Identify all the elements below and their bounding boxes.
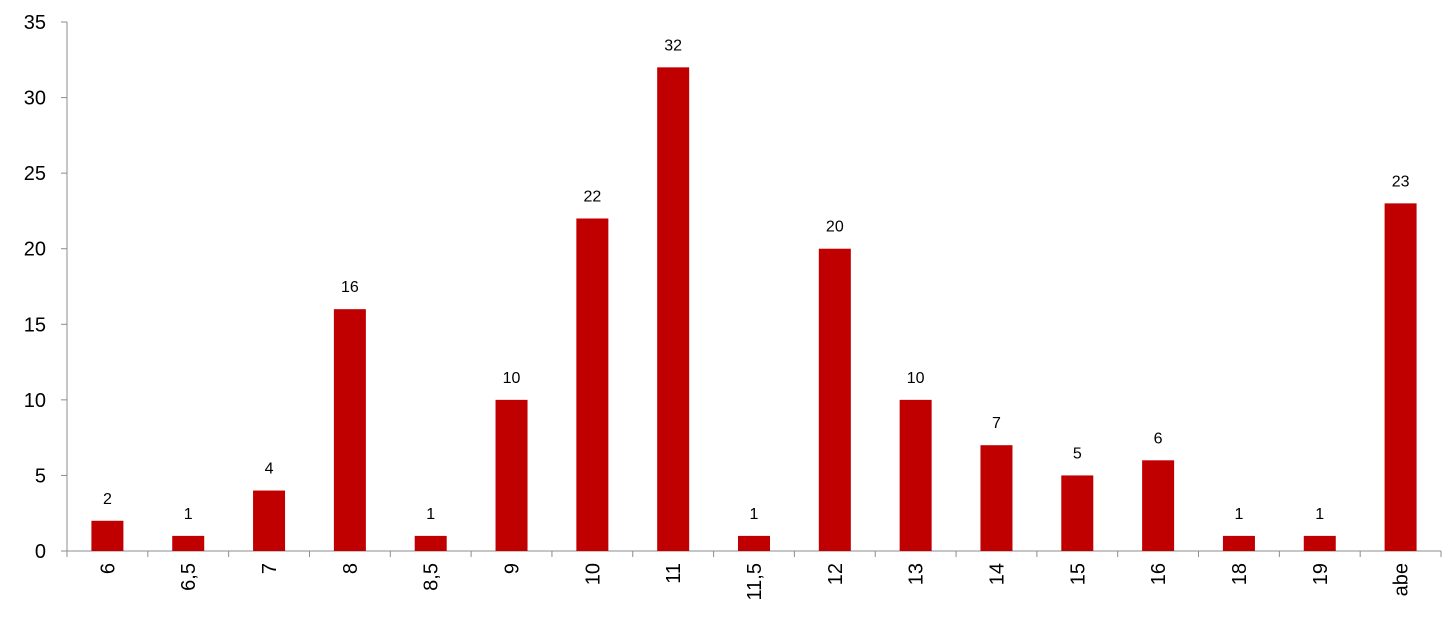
y-tick-label: 15 bbox=[24, 314, 46, 336]
x-tick-label: 12 bbox=[825, 563, 847, 585]
data-label: 10 bbox=[907, 370, 925, 387]
bar-14 bbox=[980, 445, 1013, 551]
bar-6 bbox=[91, 520, 124, 551]
data-label: 6 bbox=[1154, 430, 1163, 447]
x-tick-label: 11,5 bbox=[744, 563, 766, 600]
y-tick-label: 0 bbox=[35, 541, 46, 563]
bar-13 bbox=[899, 399, 932, 551]
y-tick-label: 35 bbox=[24, 12, 46, 34]
data-label: 23 bbox=[1392, 173, 1410, 190]
x-axis: 6 6,5 7 8 8,5 9 10 11 11,5 12 13 14 15 16 18 19 abe bbox=[66, 550, 1442, 600]
x-tick-label: 13 bbox=[906, 563, 928, 585]
x-tick-label: 6 bbox=[97, 563, 119, 574]
y-tick-label: 20 bbox=[24, 239, 46, 261]
bar-8,5 bbox=[414, 535, 447, 551]
x-tick-label: 11 bbox=[663, 563, 685, 584]
bar-11,5 bbox=[738, 535, 770, 551]
bars bbox=[91, 67, 1417, 551]
data-label: 1 bbox=[1315, 506, 1324, 523]
bar-9 bbox=[495, 399, 528, 551]
y-axis: 0 5 10 15 20 25 30 35 bbox=[24, 12, 68, 563]
x-tick-label: 6,5 bbox=[178, 563, 200, 591]
data-labels: 2 1 4 16 1 10 22 32 1 20 10 7 5 6 1 1 23 bbox=[103, 37, 1410, 523]
x-tick-label: 8,5 bbox=[421, 563, 443, 591]
bar-18 bbox=[1222, 535, 1255, 551]
x-tick-label: 18 bbox=[1229, 563, 1251, 585]
x-tick-label: 16 bbox=[1148, 563, 1170, 585]
bar-15 bbox=[1061, 475, 1094, 551]
x-tick-label: 8 bbox=[340, 563, 362, 574]
data-label: 2 bbox=[103, 491, 112, 508]
y-tick-label: 5 bbox=[35, 465, 46, 487]
data-label: 5 bbox=[1073, 445, 1082, 462]
data-label: 1 bbox=[750, 506, 759, 523]
y-tick-label: 25 bbox=[24, 163, 46, 185]
bar-11 bbox=[657, 67, 690, 551]
data-label: 10 bbox=[503, 370, 521, 387]
data-label: 1 bbox=[184, 506, 193, 523]
x-tick-label: 10 bbox=[582, 563, 604, 585]
bar-16 bbox=[1142, 460, 1175, 551]
bar-10 bbox=[576, 218, 609, 551]
data-label: 1 bbox=[426, 506, 435, 523]
x-tick-label: 14 bbox=[986, 563, 1008, 585]
data-label: 7 bbox=[992, 415, 1001, 432]
bar-6,5 bbox=[172, 535, 205, 551]
bar-7 bbox=[253, 490, 286, 551]
x-tick-label: 15 bbox=[1067, 563, 1089, 585]
bar-19 bbox=[1303, 535, 1336, 551]
x-tick-label: abe bbox=[1391, 563, 1413, 596]
data-label: 22 bbox=[583, 188, 601, 205]
x-tick-label: 7 bbox=[259, 563, 281, 574]
bar-abe bbox=[1384, 203, 1417, 551]
y-tick-label: 30 bbox=[24, 88, 46, 110]
data-label: 16 bbox=[341, 279, 359, 296]
x-tick-label: 9 bbox=[502, 563, 524, 574]
data-label: 4 bbox=[265, 461, 274, 478]
bar-8 bbox=[333, 309, 366, 551]
y-tick-label: 10 bbox=[24, 390, 46, 412]
data-label: 32 bbox=[664, 37, 682, 54]
x-tick-label: 19 bbox=[1310, 563, 1332, 585]
data-label: 20 bbox=[826, 219, 844, 236]
data-label: 1 bbox=[1234, 506, 1243, 523]
bar-12 bbox=[818, 248, 851, 551]
